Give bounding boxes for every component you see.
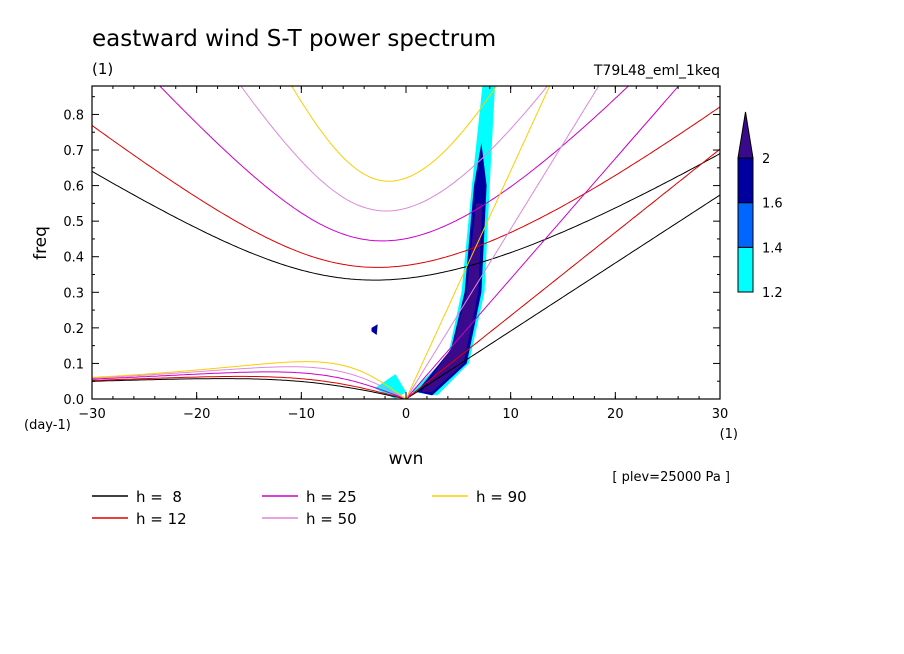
dispersion-curves: [92, 86, 720, 399]
x-axis-label: wvn: [389, 449, 424, 469]
x-axis-unit: (1): [720, 427, 738, 442]
subtitle-right: T79L48_eml_1keq: [593, 63, 720, 79]
curve-kelvin-h25: [405, 86, 680, 399]
curve-kelvin-h50: [405, 86, 600, 399]
x-tick-label: 10: [502, 407, 519, 422]
y-tick-label: 0.4: [63, 251, 84, 266]
shaded-region-2: [421, 203, 483, 392]
x-tick-label: −10: [288, 407, 315, 422]
subtitle-left: (1): [92, 60, 113, 78]
x-tick-label: 0: [402, 407, 410, 422]
curve-rossby-h8: [92, 378, 407, 399]
axis-ticks: −30 −20 −10 0 10 20 30 0.0 0.1 0.2 0.3 0.4 0.5 0.6 0.7…: [63, 86, 728, 422]
curve-kelvin-h12: [405, 148, 720, 399]
y-tick-label: 0.1: [63, 357, 84, 372]
curve-kelvin-h8: [405, 194, 720, 399]
y-tick-label: 0.7: [63, 144, 84, 159]
legend: h = 8 h = 12 h = 25 h = 50 h = 90: [92, 488, 527, 528]
y-tick-label: 0.6: [63, 180, 84, 195]
legend-label-h12: h = 12: [136, 510, 187, 528]
x-tick-label: −20: [183, 407, 210, 422]
y-tick-label: 0.0: [63, 393, 84, 408]
shaded-region-4: [371, 324, 378, 335]
curve-inertia-gravity-h12: [92, 106, 720, 268]
legend-label-h8: h = 8: [136, 488, 182, 506]
colorbar-bin-0: [737, 246, 754, 293]
curve-kelvin-h90: [405, 86, 551, 399]
y-tick-label: 0.8: [63, 108, 84, 123]
colorbar-label: 2: [762, 152, 770, 167]
curve-inertia-gravity-h25: [159, 86, 630, 242]
curve-rossby-h90: [92, 361, 407, 399]
plot-area: −30 −20 −10 0 10 20 30 0.0 0.1 0.2 0.3 0.4 0.5 0.6 0.7…: [63, 85, 728, 422]
x-tick-label: −30: [78, 407, 105, 422]
colorbar-label: 1.2: [762, 286, 783, 301]
chart-title: eastward wind S-T power spectrum: [92, 26, 496, 52]
y-tick-label: 0.2: [63, 322, 84, 337]
x-tick-label: 30: [712, 407, 729, 422]
y-tick-label: 0.3: [63, 286, 84, 301]
y-axis-unit: (day-1): [24, 418, 71, 433]
level-annotation: [ plev=25000 Pa ]: [612, 470, 730, 485]
colorbar-extend-arrow: [737, 111, 754, 159]
legend-label-h25: h = 25: [306, 488, 357, 506]
colorbar-bin-1: [737, 202, 754, 248]
colorbar-bin-2: [737, 157, 754, 204]
curve-rossby-h12: [92, 375, 407, 399]
plot-frame: [91, 85, 721, 400]
power-shading: [371, 86, 495, 399]
colorbar-label: 1.4: [762, 241, 783, 256]
x-tick-label: 20: [607, 407, 624, 422]
curve-rossby-h50: [92, 366, 407, 399]
y-axis-label: freq: [31, 226, 51, 260]
curve-inertia-gravity-h50: [240, 86, 548, 212]
curve-inertia-gravity-h8: [92, 153, 720, 281]
curve-rossby-h25: [92, 371, 407, 399]
colorbar-label: 1.6: [762, 197, 783, 212]
legend-label-h50: h = 50: [306, 510, 357, 528]
colorbar: 1.2 1.4 1.6 2: [737, 111, 783, 301]
curve-inertia-gravity-h90: [291, 86, 498, 182]
legend-label-h90: h = 90: [476, 488, 527, 506]
y-tick-label: 0.5: [63, 215, 84, 230]
